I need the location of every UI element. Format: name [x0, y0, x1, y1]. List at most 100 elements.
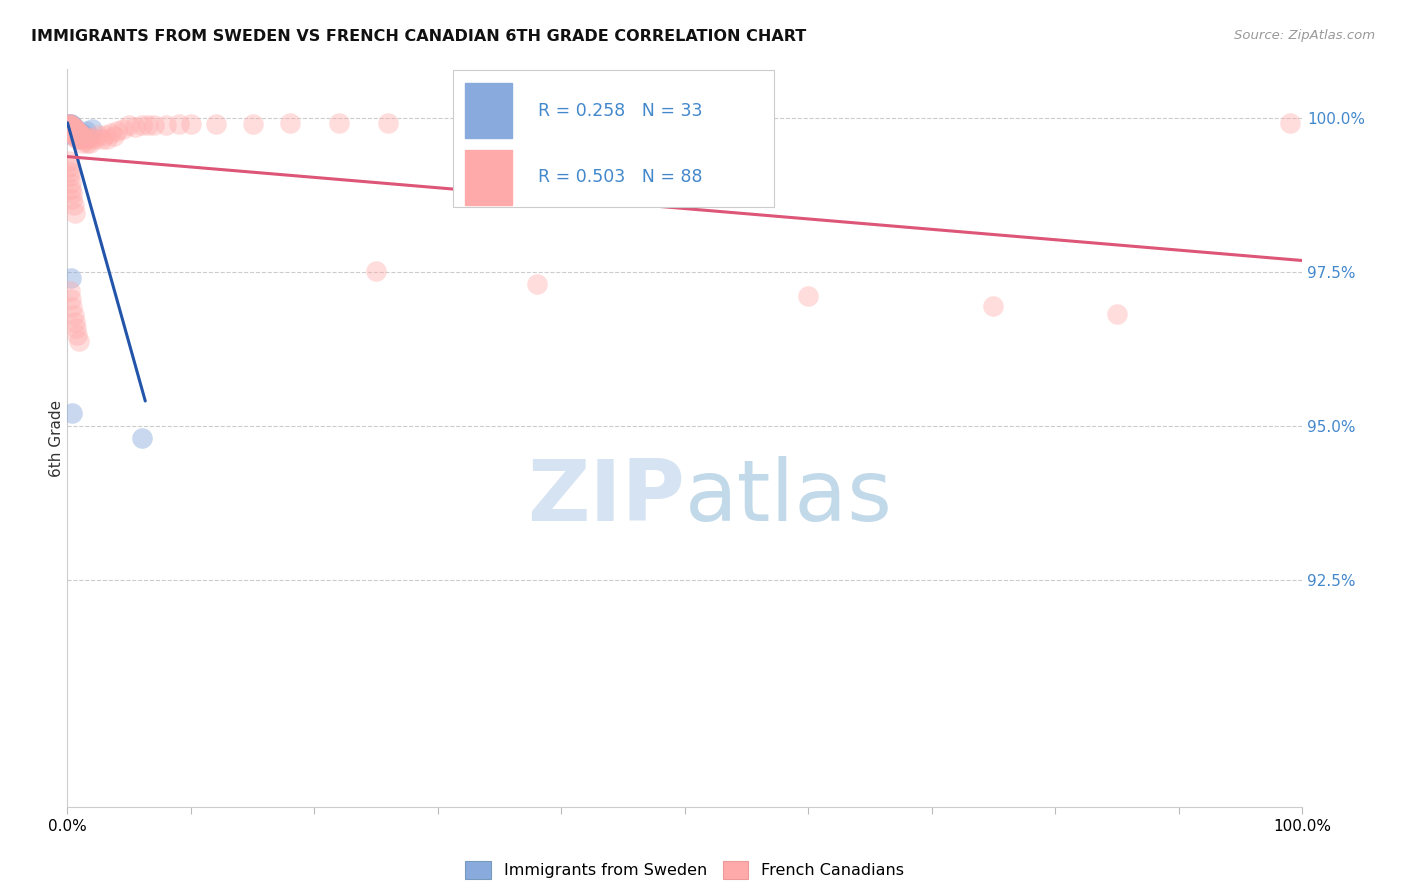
Point	[59, 120, 82, 135]
Point	[79, 136, 101, 150]
Point	[67, 334, 90, 348]
Point	[59, 118, 82, 132]
Point	[155, 118, 177, 132]
Point	[58, 154, 80, 169]
Point	[66, 124, 89, 138]
Point	[60, 176, 83, 190]
Point	[62, 123, 84, 137]
Point	[124, 120, 146, 135]
Point	[63, 315, 86, 329]
Text: Source: ZipAtlas.com: Source: ZipAtlas.com	[1234, 29, 1375, 42]
Point	[60, 122, 83, 136]
Point	[83, 132, 105, 146]
Point	[59, 123, 82, 137]
Point	[62, 301, 84, 315]
Point	[204, 117, 226, 131]
Point	[59, 118, 82, 132]
Point	[66, 128, 89, 143]
Point	[62, 198, 84, 212]
Point	[93, 128, 115, 143]
Point	[62, 128, 84, 143]
Point	[180, 117, 202, 131]
Point	[1105, 307, 1128, 321]
Point	[72, 130, 94, 145]
Point	[60, 126, 83, 140]
Point	[59, 121, 82, 136]
Point	[65, 130, 87, 145]
Point	[69, 126, 91, 140]
Point	[58, 118, 80, 132]
Legend: Immigrants from Sweden, French Canadians: Immigrants from Sweden, French Canadians	[465, 861, 904, 879]
Point	[66, 132, 89, 146]
Point	[1278, 116, 1301, 130]
Point	[60, 293, 83, 307]
Point	[60, 124, 83, 138]
Point	[797, 289, 820, 303]
Point	[65, 126, 87, 140]
Point	[62, 127, 84, 141]
Point	[59, 117, 82, 131]
Point	[63, 126, 86, 140]
Point	[59, 117, 82, 131]
Bar	[465, 83, 512, 138]
Point	[118, 118, 141, 132]
Point	[59, 285, 82, 299]
Point	[62, 120, 84, 135]
Point	[62, 308, 84, 322]
Point	[72, 130, 94, 145]
Point	[67, 130, 90, 145]
Point	[63, 206, 86, 220]
Point	[60, 125, 83, 139]
Bar	[465, 150, 512, 205]
Point	[62, 126, 84, 140]
Point	[82, 130, 104, 145]
Point	[58, 117, 80, 131]
Point	[100, 126, 122, 140]
Point	[142, 118, 165, 132]
Text: R = 0.258   N = 33: R = 0.258 N = 33	[527, 102, 702, 120]
Point	[69, 132, 91, 146]
Point	[65, 321, 87, 335]
Point	[60, 117, 83, 131]
Text: ZIP: ZIP	[527, 456, 685, 539]
Point	[58, 118, 80, 132]
Point	[62, 186, 84, 200]
Point	[82, 122, 104, 136]
Point	[112, 122, 135, 136]
Point	[62, 122, 84, 136]
Point	[75, 130, 97, 145]
Point	[58, 160, 80, 174]
Point	[58, 120, 80, 135]
Point	[77, 130, 100, 145]
Point	[58, 117, 80, 131]
Text: R = 0.503   N = 88: R = 0.503 N = 88	[527, 169, 702, 186]
Point	[60, 118, 83, 132]
Point	[75, 124, 97, 138]
Point	[60, 120, 83, 135]
Point	[62, 120, 84, 135]
Point	[105, 124, 128, 138]
Text: IMMIGRANTS FROM SWEDEN VS FRENCH CANADIAN 6TH GRADE CORRELATION CHART: IMMIGRANTS FROM SWEDEN VS FRENCH CANADIA…	[31, 29, 806, 44]
Point	[72, 126, 94, 140]
Point	[62, 126, 84, 140]
Point	[62, 192, 84, 206]
Point	[366, 263, 388, 277]
Point	[167, 117, 190, 131]
Point	[65, 124, 87, 138]
Point	[63, 122, 86, 136]
Point	[66, 124, 89, 138]
Point	[242, 117, 264, 131]
Point	[103, 129, 125, 144]
Point	[60, 119, 83, 133]
Point	[278, 116, 301, 130]
Point	[58, 120, 80, 135]
Point	[136, 118, 159, 132]
Point	[62, 122, 84, 136]
Point	[59, 122, 82, 136]
Point	[63, 124, 86, 138]
Point	[62, 124, 84, 138]
Text: atlas: atlas	[685, 456, 893, 539]
Point	[63, 128, 86, 143]
Point	[91, 132, 114, 146]
Point	[87, 128, 110, 143]
